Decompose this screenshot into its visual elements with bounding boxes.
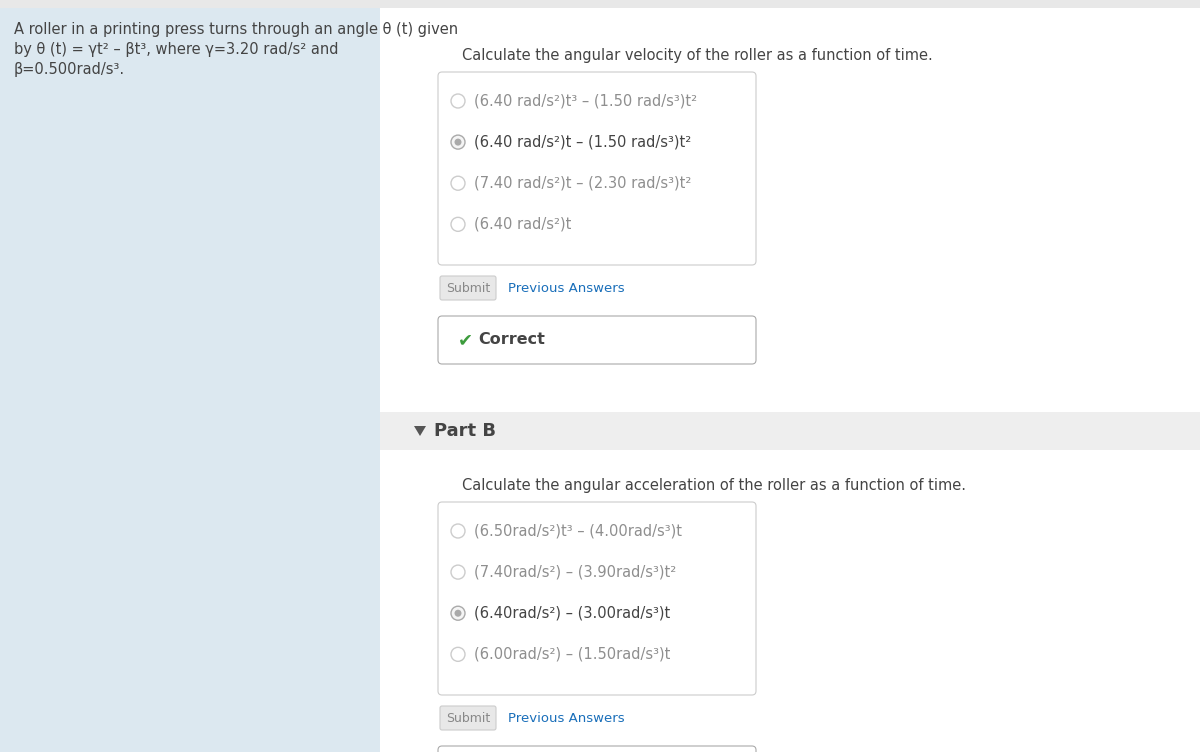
Text: Previous Answers: Previous Answers bbox=[508, 281, 625, 295]
Text: (6.50rad/s²)t³ – (4.00rad/s³)t: (6.50rad/s²)t³ – (4.00rad/s³)t bbox=[474, 523, 682, 538]
Text: Previous Answers: Previous Answers bbox=[508, 711, 625, 724]
Text: Calculate the angular velocity of the roller as a function of time.: Calculate the angular velocity of the ro… bbox=[462, 48, 932, 63]
Text: Submit: Submit bbox=[446, 711, 490, 724]
Text: A roller in a printing press turns through an angle θ (t) given: A roller in a printing press turns throu… bbox=[14, 22, 458, 37]
FancyBboxPatch shape bbox=[0, 0, 1200, 8]
Text: (6.40 rad/s²)t³ – (1.50 rad/s³)t²: (6.40 rad/s²)t³ – (1.50 rad/s³)t² bbox=[474, 93, 697, 108]
Circle shape bbox=[451, 217, 466, 232]
Text: (6.00rad/s²) – (1.50rad/s³)t: (6.00rad/s²) – (1.50rad/s³)t bbox=[474, 647, 671, 662]
Circle shape bbox=[455, 610, 462, 617]
FancyBboxPatch shape bbox=[438, 72, 756, 265]
Polygon shape bbox=[414, 426, 426, 436]
FancyBboxPatch shape bbox=[380, 412, 1200, 450]
FancyBboxPatch shape bbox=[438, 746, 756, 752]
FancyBboxPatch shape bbox=[440, 276, 496, 300]
FancyBboxPatch shape bbox=[380, 0, 1200, 752]
Text: Submit: Submit bbox=[446, 281, 490, 295]
FancyBboxPatch shape bbox=[438, 316, 756, 364]
FancyBboxPatch shape bbox=[438, 502, 756, 695]
Text: ✔: ✔ bbox=[458, 331, 473, 349]
Circle shape bbox=[451, 647, 466, 661]
Text: by θ (t) = γt² – βt³, where γ=3.20 rad/s² and: by θ (t) = γt² – βt³, where γ=3.20 rad/s… bbox=[14, 42, 338, 57]
Circle shape bbox=[451, 176, 466, 190]
FancyBboxPatch shape bbox=[440, 706, 496, 730]
Text: (6.40 rad/s²)t – (1.50 rad/s³)t²: (6.40 rad/s²)t – (1.50 rad/s³)t² bbox=[474, 135, 691, 150]
Circle shape bbox=[451, 565, 466, 579]
Text: (6.40 rad/s²)t: (6.40 rad/s²)t bbox=[474, 217, 571, 232]
Circle shape bbox=[451, 135, 466, 149]
Text: Part B: Part B bbox=[434, 422, 496, 440]
Circle shape bbox=[455, 138, 462, 146]
Circle shape bbox=[451, 606, 466, 620]
Circle shape bbox=[451, 94, 466, 108]
FancyBboxPatch shape bbox=[0, 0, 380, 752]
Text: β=0.500rad/s³.: β=0.500rad/s³. bbox=[14, 62, 125, 77]
Circle shape bbox=[451, 524, 466, 538]
Text: (7.40 rad/s²)t – (2.30 rad/s³)t²: (7.40 rad/s²)t – (2.30 rad/s³)t² bbox=[474, 176, 691, 191]
Text: (7.40rad/s²) – (3.90rad/s³)t²: (7.40rad/s²) – (3.90rad/s³)t² bbox=[474, 565, 677, 580]
Text: Calculate the angular acceleration of the roller as a function of time.: Calculate the angular acceleration of th… bbox=[462, 478, 966, 493]
Text: Correct: Correct bbox=[478, 332, 545, 347]
Text: (6.40rad/s²) – (3.00rad/s³)t: (6.40rad/s²) – (3.00rad/s³)t bbox=[474, 605, 671, 620]
